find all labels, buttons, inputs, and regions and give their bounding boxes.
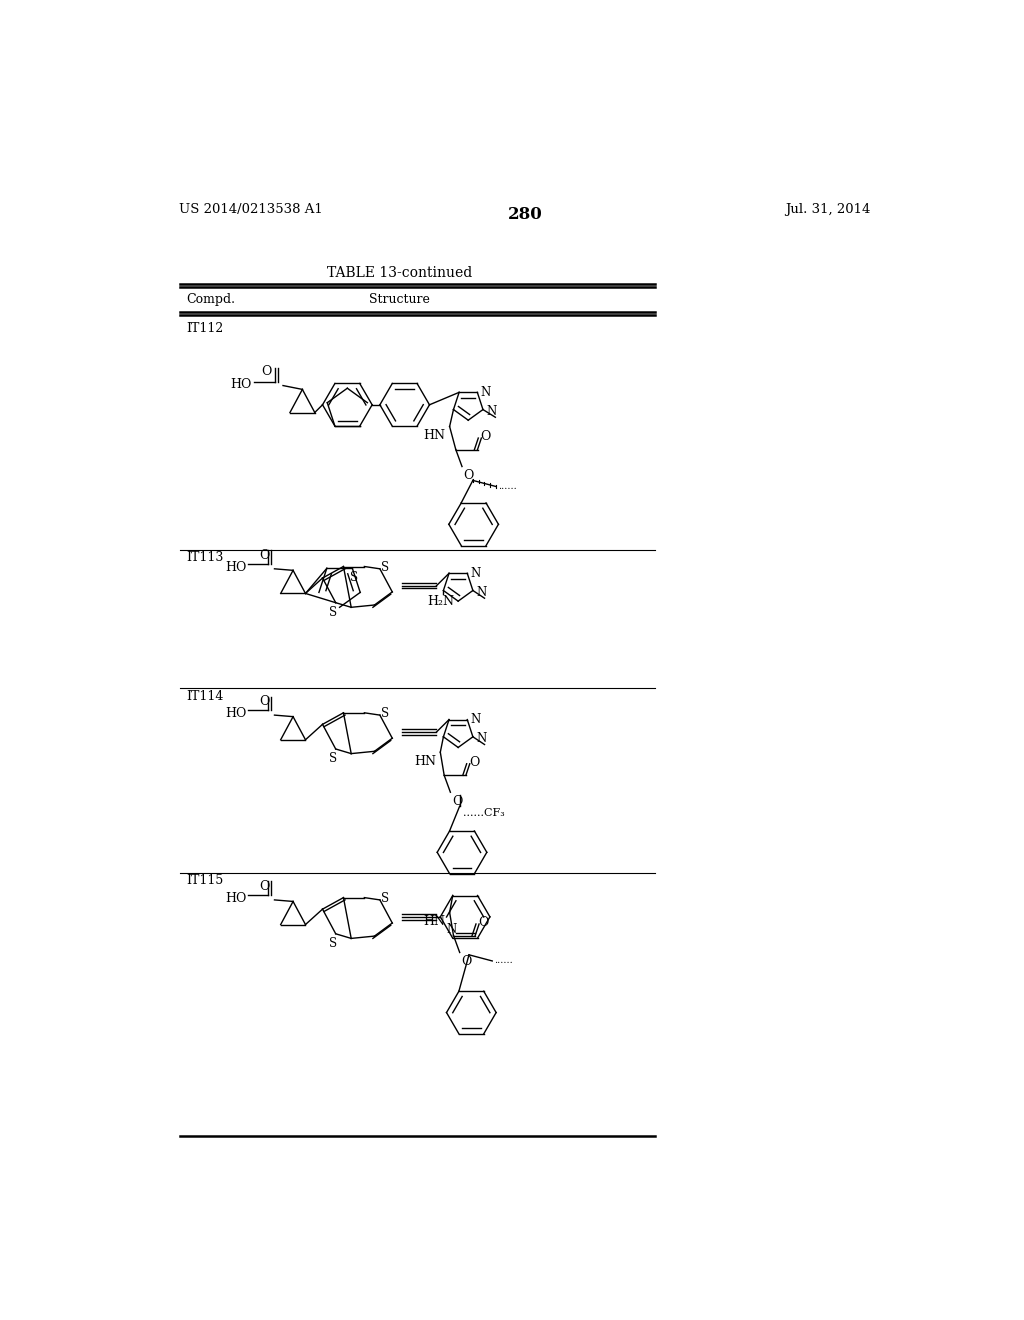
Text: O: O — [259, 880, 269, 892]
Text: S: S — [350, 572, 358, 585]
Text: IT112: IT112 — [186, 322, 223, 335]
Text: TABLE 13-continued: TABLE 13-continued — [327, 267, 472, 280]
Text: O: O — [464, 469, 474, 482]
Text: S: S — [329, 752, 337, 766]
Text: HN: HN — [415, 755, 436, 767]
Text: ......CF₃: ......CF₃ — [463, 808, 505, 817]
Text: US 2014/0213538 A1: US 2014/0213538 A1 — [179, 203, 323, 216]
Text: S: S — [381, 561, 389, 574]
Text: HO: HO — [225, 892, 247, 906]
Text: O: O — [261, 364, 271, 378]
Text: N: N — [486, 405, 497, 417]
Text: N: N — [476, 731, 486, 744]
Text: N: N — [470, 713, 480, 726]
Text: HN: HN — [424, 915, 445, 928]
Text: O: O — [259, 696, 269, 708]
Text: S: S — [381, 708, 389, 721]
Text: N: N — [476, 586, 486, 598]
Text: HO: HO — [225, 561, 247, 574]
Text: O: O — [452, 795, 462, 808]
Text: S: S — [329, 606, 337, 619]
Text: IT115: IT115 — [186, 874, 223, 887]
Text: H₂N: H₂N — [427, 595, 454, 609]
Text: IT113: IT113 — [186, 552, 223, 564]
Text: Compd.: Compd. — [186, 293, 236, 306]
Text: N: N — [480, 385, 490, 399]
Text: HO: HO — [225, 708, 247, 721]
Text: O: O — [461, 954, 472, 968]
Text: O: O — [478, 916, 488, 929]
Text: ......: ...... — [498, 482, 516, 491]
Text: O: O — [469, 756, 479, 770]
Text: IT114: IT114 — [186, 689, 223, 702]
Text: O: O — [480, 430, 490, 444]
Text: HN: HN — [424, 429, 445, 442]
Text: S: S — [329, 937, 337, 950]
Text: N: N — [470, 566, 480, 579]
Text: Structure: Structure — [369, 293, 430, 306]
Text: S: S — [381, 892, 389, 906]
Text: N: N — [446, 923, 457, 936]
Text: Jul. 31, 2014: Jul. 31, 2014 — [785, 203, 870, 216]
Text: ......: ...... — [494, 957, 513, 965]
Text: O: O — [259, 549, 269, 562]
Text: HO: HO — [230, 379, 252, 391]
Text: 280: 280 — [508, 206, 542, 223]
